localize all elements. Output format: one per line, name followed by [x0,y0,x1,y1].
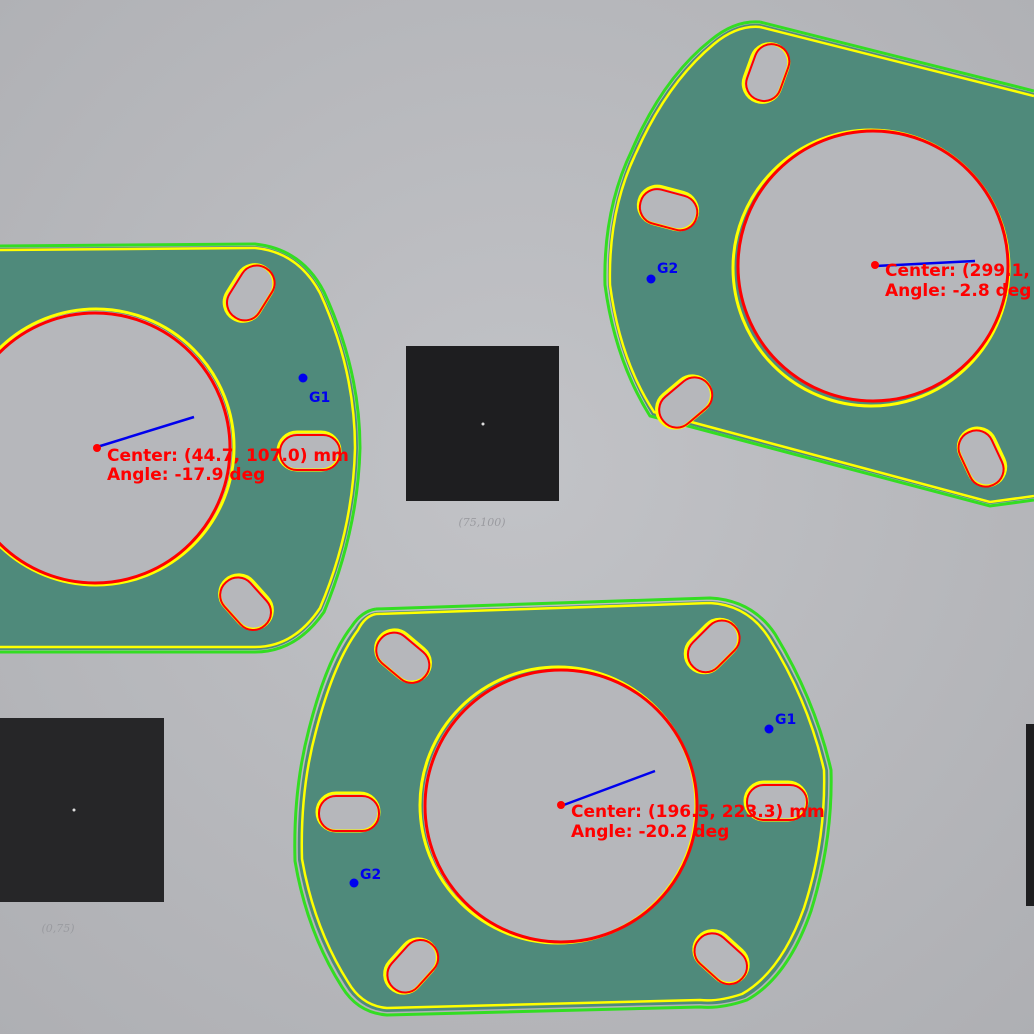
center-point [93,444,101,452]
bore-contour-yellow [0,307,236,587]
calibration-marker-center: (75,100) [406,346,559,529]
center-point [557,801,565,809]
orientation-axis [96,415,195,449]
bolt-slot [683,617,741,675]
angle-readout: Angle: -2.8 deg [885,281,1031,301]
outer-contour-green [0,242,362,654]
guide-label: G1 [775,712,796,728]
bore-contour-red [423,668,699,944]
guide-point [349,878,359,888]
center-readout: Center: (196.5, 223.3) mm [571,802,825,822]
guide-label: G2 [657,261,678,277]
outer-contour-yellow [0,246,357,649]
center-readout: Center: (44.7, 107.0) mm [107,446,349,466]
bolt-slot [218,573,274,631]
guide-label: G2 [360,867,381,883]
bolt-slot [956,426,1008,488]
bolt-slot [636,184,700,232]
outer-contour-green [293,596,833,1017]
marker-pencil-note: (0,75) [41,922,74,935]
bore-contour-red [0,311,232,585]
guide-label: G1 [309,390,330,406]
outer-contour-yellow [300,601,826,1010]
guide-point [646,274,656,284]
bolt-slot [743,780,809,822]
calibration-marker-right-edge [1026,724,1034,906]
bolt-slot [741,42,791,104]
bolt-slot [315,791,381,833]
bolt-slot [374,628,432,684]
angle-readout: Angle: -20.2 deg [571,822,729,842]
gasket-left: G1 Center: (44.7, 107.0) mm Angle: -17.9… [0,242,362,654]
guide-point [764,724,774,734]
orientation-axis [560,769,656,808]
bolt-slot [383,937,440,995]
angle-readout: Angle: -17.9 deg [107,465,265,485]
outer-contour-green [603,20,1034,508]
orientation-axis [875,259,976,268]
marker-pencil-note: (75,100) [458,516,505,529]
center-point [871,261,879,269]
gasket-bottom: G1 G2 Center: (196.5, 223.3) mm Angle: -… [293,596,833,1017]
bore-contour-red [736,129,1010,403]
bolt-slot [692,929,750,986]
gasket-top-right: G2 Center: (299.1, ...) mm Angle: -2.8 d… [603,20,1034,508]
bolt-slot [276,430,342,472]
bolt-slot [655,374,714,430]
outer-contour-yellow [608,25,1034,504]
calibration-marker-left: (0,75) [0,718,164,935]
bore-hole [0,311,232,585]
guide-point [298,373,308,383]
center-readout: Center: (299.1, ...) mm [885,261,1034,281]
bolt-slot [222,263,276,323]
